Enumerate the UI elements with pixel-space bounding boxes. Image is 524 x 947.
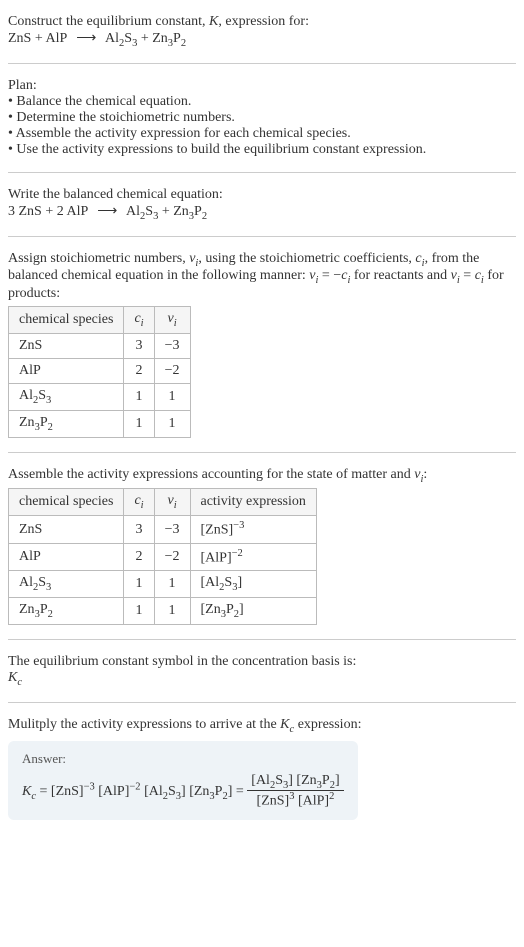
plan-item: Assemble the activity expression for eac… [8, 126, 516, 142]
plan-section: Plan: Balance the chemical equation. Det… [8, 72, 516, 164]
table-row: ZnS 3 −3 [9, 333, 191, 358]
numerator: [Al2S3] [Zn3P2] [247, 773, 343, 792]
balanced-section: Write the balanced chemical equation: 3 … [8, 181, 516, 228]
plan-item: Determine the stoichiometric numbers. [8, 110, 516, 126]
col-ci: ci [124, 489, 154, 516]
answer-box: Answer: Kc = [ZnS]−3 [AlP]−2 [Al2S3] [Zn… [8, 741, 358, 820]
prompt-line: Construct the equilibrium constant, K, e… [8, 14, 516, 30]
divider [8, 452, 516, 453]
fraction: [Al2S3] [Zn3P2] [ZnS]3 [AlP]2 [247, 773, 343, 810]
kc-text: The equilibrium constant symbol in the c… [8, 654, 516, 670]
col-species: chemical species [9, 489, 124, 516]
unbalanced-equation: ZnS + AlP ⟶ Al2S3 + Zn3P2 [8, 30, 516, 49]
arrow-icon: ⟶ [91, 204, 123, 219]
kc-symbol: Kc [8, 670, 516, 688]
prompt-text-2: , expression for: [218, 14, 309, 29]
balanced-intro: Write the balanced chemical equation: [8, 187, 516, 203]
table-header-row: chemical species ci νi activity expressi… [9, 489, 317, 516]
plan-list: Balance the chemical equation. Determine… [8, 94, 516, 158]
eq-lhs: ZnS + AlP [8, 31, 67, 46]
kc-expression: Kc = [ZnS]−3 [AlP]−2 [Al2S3] [Zn3P2] = [… [22, 773, 344, 810]
col-nui: νi [154, 307, 190, 334]
multiply-section: Mulitply the activity expressions to arr… [8, 711, 516, 826]
balanced-equation: 3 ZnS + 2 AlP ⟶ Al2S3 + Zn3P2 [8, 203, 516, 222]
denominator: [ZnS]3 [AlP]2 [247, 791, 343, 810]
divider [8, 639, 516, 640]
bal-lhs: 3 ZnS + 2 AlP [8, 204, 88, 219]
table-row: ZnS 3 −3 [ZnS]−3 [9, 516, 317, 544]
divider [8, 236, 516, 237]
kc-symbol-section: The equilibrium constant symbol in the c… [8, 648, 516, 694]
assign-text: Assign stoichiometric numbers, νi, using… [8, 251, 516, 303]
table-row: AlP 2 −2 [AlP]−2 [9, 543, 317, 571]
col-nui: νi [154, 489, 190, 516]
assign-section: Assign stoichiometric numbers, νi, using… [8, 245, 516, 444]
answer-label: Answer: [22, 751, 344, 767]
table-row: Al2S3 1 1 [Al2S3] [9, 571, 317, 598]
multiply-text: Mulitply the activity expressions to arr… [8, 717, 516, 735]
col-activity: activity expression [190, 489, 316, 516]
col-species: chemical species [9, 307, 124, 334]
divider [8, 63, 516, 64]
eq-rhs: Al2S3 + Zn3P2 [105, 31, 186, 46]
stoich-table: chemical species ci νi ZnS 3 −3 AlP 2 −2… [8, 306, 191, 437]
arrow-icon: ⟶ [70, 31, 102, 46]
assemble-section: Assemble the activity expressions accoun… [8, 461, 516, 632]
prompt-section: Construct the equilibrium constant, K, e… [8, 8, 516, 55]
plan-header: Plan: [8, 78, 516, 94]
plan-item: Use the activity expressions to build th… [8, 142, 516, 158]
plan-item: Balance the chemical equation. [8, 94, 516, 110]
table-header-row: chemical species ci νi [9, 307, 191, 334]
prompt-text: Construct the equilibrium constant, [8, 14, 209, 29]
col-ci: ci [124, 307, 154, 334]
assemble-text: Assemble the activity expressions accoun… [8, 467, 516, 485]
k-symbol: K [209, 14, 218, 29]
table-row: Al2S3 1 1 [9, 383, 191, 410]
bal-rhs: Al2S3 + Zn3P2 [126, 204, 207, 219]
table-row: AlP 2 −2 [9, 358, 191, 383]
activity-table: chemical species ci νi activity expressi… [8, 488, 317, 625]
table-row: Zn3P2 1 1 [Zn3P2] [9, 598, 317, 625]
table-row: Zn3P2 1 1 [9, 410, 191, 437]
divider [8, 172, 516, 173]
divider [8, 702, 516, 703]
